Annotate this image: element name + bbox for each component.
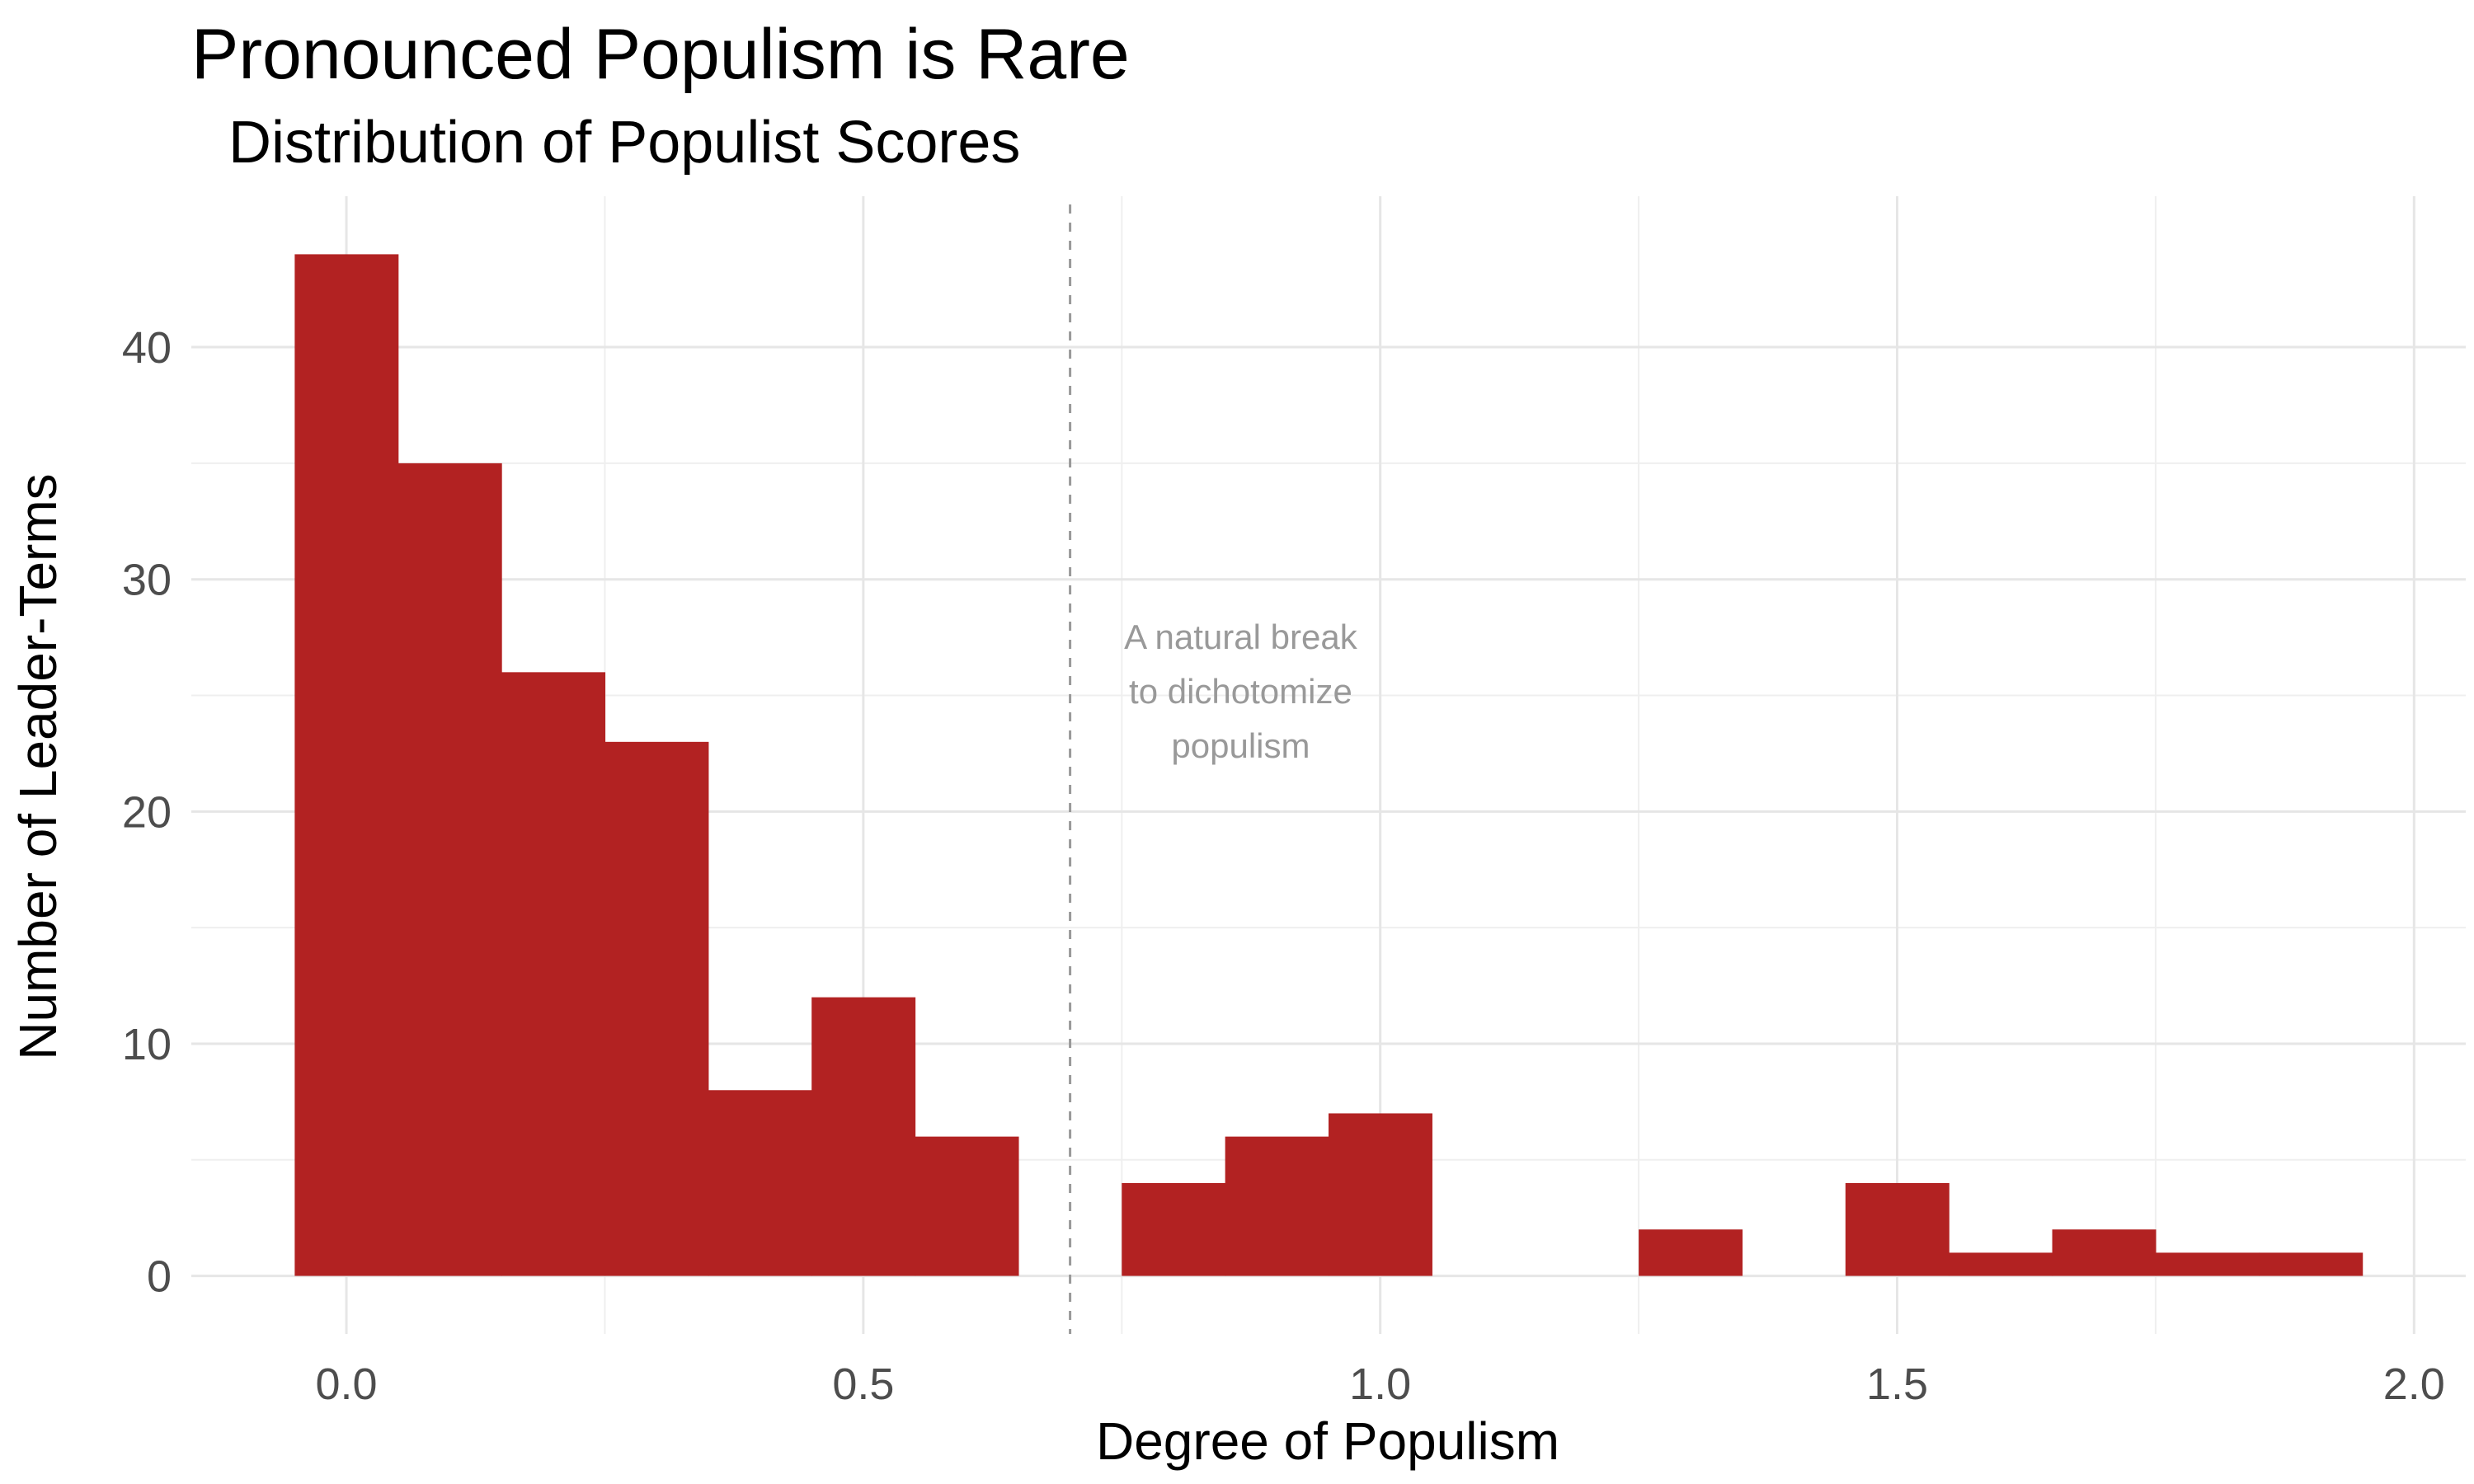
annotation-line: to dichotomize (1129, 672, 1352, 711)
x-tick-label: 0.5 (832, 1360, 894, 1409)
y-axis-ticks: 0 10 20 30 40 (122, 323, 172, 1302)
x-axis-ticks: 0.0 0.5 1.0 1.5 2.0 (316, 1360, 2445, 1409)
histogram-bar (915, 1136, 1019, 1276)
y-tick-label: 20 (122, 787, 172, 837)
histogram-bar (708, 1090, 812, 1276)
histogram-bar (1949, 1252, 2053, 1276)
y-tick-label: 10 (122, 1020, 172, 1069)
reference-layer: A natural break to dichotomize populism (1069, 204, 1358, 1334)
annotation-line: A natural break (1124, 618, 1358, 656)
annotation-text: A natural break to dichotomize populism (1124, 618, 1358, 765)
histogram-bar (811, 997, 916, 1276)
chart-subtitle: Distribution of Populist Scores (228, 110, 1020, 176)
y-tick-label: 40 (122, 323, 172, 373)
histogram-bar (2155, 1252, 2260, 1276)
histogram-bar (1122, 1182, 1226, 1276)
y-axis-title: Number of Leader-Terms (8, 473, 68, 1059)
y-tick-label: 0 (147, 1252, 172, 1302)
histogram-bar (294, 254, 399, 1276)
histogram-bar (1845, 1182, 1950, 1276)
histogram-bar (2259, 1252, 2363, 1276)
x-axis-title: Degree of Populism (1096, 1411, 1559, 1471)
histogram-bar (397, 463, 502, 1276)
x-tick-label: 1.0 (1349, 1360, 1411, 1409)
histogram-bar (501, 672, 606, 1276)
y-tick-label: 30 (122, 556, 172, 605)
x-tick-label: 0.0 (316, 1360, 378, 1409)
chart-title: Pronounced Populism is Rare (191, 15, 1130, 94)
histogram-bar (2052, 1229, 2157, 1276)
histogram-bars (294, 254, 2363, 1276)
histogram-bar (1225, 1136, 1329, 1276)
histogram-bar (604, 741, 709, 1276)
annotation-line: populism (1171, 726, 1310, 765)
histogram-bar (1639, 1229, 1743, 1276)
histogram-bar (1329, 1113, 1432, 1276)
x-tick-label: 1.5 (1866, 1360, 1928, 1409)
x-tick-label: 2.0 (2383, 1360, 2445, 1409)
